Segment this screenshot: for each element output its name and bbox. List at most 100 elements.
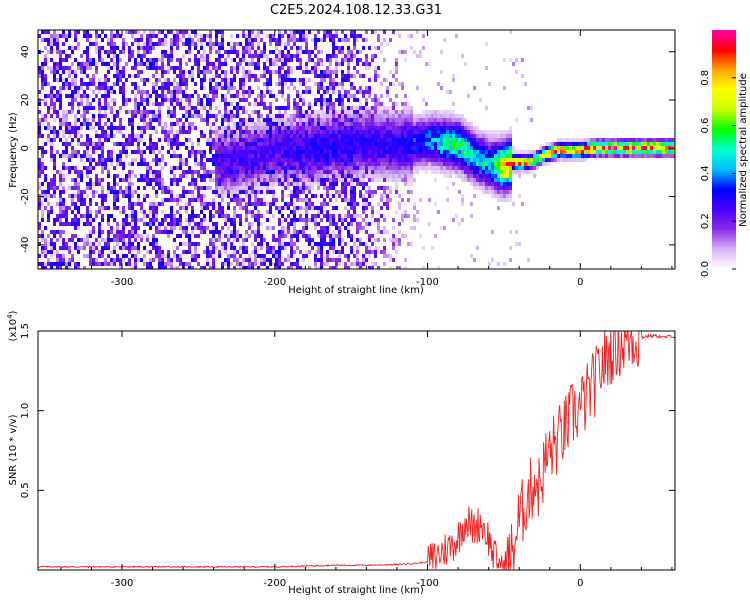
- heatmap-cell: [404, 118, 407, 122]
- heatmap-cell: [209, 250, 212, 254]
- heatmap-cell: [41, 118, 44, 122]
- heatmap-cell: [404, 102, 407, 106]
- heatmap-cell: [191, 226, 194, 230]
- heatmap-cell: [287, 214, 290, 218]
- heatmap-cell: [248, 174, 251, 178]
- heatmap-cell: [203, 166, 206, 170]
- heatmap-cell: [416, 146, 419, 150]
- heatmap-cell: [311, 38, 314, 42]
- heatmap-cell: [119, 178, 122, 182]
- heatmap-cell: [68, 158, 71, 162]
- heatmap-cell: [155, 238, 158, 242]
- heatmap-cell: [236, 202, 239, 206]
- heatmap-cell: [416, 218, 419, 222]
- heatmap-cell: [341, 182, 344, 186]
- heatmap-cell: [365, 126, 368, 130]
- heatmap-cell: [299, 186, 302, 190]
- heatmap-cell: [242, 162, 245, 166]
- heatmap-cell: [323, 226, 326, 230]
- heatmap-cell: [95, 38, 98, 42]
- heatmap-cell: [122, 134, 125, 138]
- heatmap-cell: [287, 154, 290, 158]
- heatmap-cell: [125, 194, 128, 198]
- heatmap-cell: [239, 262, 242, 266]
- heatmap-cell: [308, 70, 311, 74]
- heatmap-cell: [326, 126, 329, 130]
- heatmap-cell: [146, 178, 149, 182]
- heatmap-cell: [230, 218, 233, 222]
- heatmap-cell: [398, 194, 401, 198]
- heatmap-cell: [86, 38, 89, 42]
- heatmap-cell: [329, 134, 332, 138]
- heatmap-cell: [215, 158, 218, 162]
- heatmap-cell: [452, 134, 455, 138]
- heatmap-cell: [470, 170, 473, 174]
- heatmap-cell: [146, 170, 149, 174]
- heatmap-cell: [335, 182, 338, 186]
- heatmap-cell: [218, 206, 221, 210]
- heatmap-cell: [230, 46, 233, 50]
- heatmap-cell: [407, 178, 410, 182]
- heatmap-cell: [62, 110, 65, 114]
- heatmap-cell: [287, 142, 290, 146]
- heatmap-cell: [140, 158, 143, 162]
- heatmap-cell: [98, 110, 101, 114]
- heatmap-cell: [137, 246, 140, 250]
- heatmap-cell: [107, 254, 110, 258]
- heatmap-cell: [269, 126, 272, 130]
- heatmap-cell: [347, 178, 350, 182]
- heatmap-cell: [416, 158, 419, 162]
- heatmap-cell: [245, 218, 248, 222]
- heatmap-cell: [470, 174, 473, 178]
- heatmap-cell: [191, 146, 194, 150]
- heatmap-cell: [140, 218, 143, 222]
- heatmap-cell: [407, 190, 410, 194]
- heatmap-cell: [332, 258, 335, 262]
- heatmap-cell: [281, 86, 284, 90]
- heatmap-cell: [170, 258, 173, 262]
- heatmap-cell: [227, 118, 230, 122]
- heatmap-cell: [221, 42, 224, 46]
- heatmap-cell: [140, 78, 143, 82]
- heatmap-cell: [449, 150, 452, 154]
- heatmap-cell: [263, 102, 266, 106]
- heatmap-cell: [341, 170, 344, 174]
- heatmap-cell: [152, 210, 155, 214]
- heatmap-cell: [284, 246, 287, 250]
- heatmap-cell: [389, 178, 392, 182]
- heatmap-cell: [443, 114, 446, 118]
- heatmap-cell: [218, 162, 221, 166]
- heatmap-cell: [107, 102, 110, 106]
- heatmap-cell: [71, 194, 74, 198]
- heatmap-cell: [128, 262, 131, 266]
- heatmap-cell: [482, 190, 485, 194]
- heatmap-cell: [296, 218, 299, 222]
- heatmap-cell: [347, 198, 350, 202]
- heatmap-cell: [104, 194, 107, 198]
- heatmap-cell: [359, 138, 362, 142]
- heatmap-cell: [212, 146, 215, 150]
- heatmap-cell: [368, 162, 371, 166]
- heatmap-cell: [281, 122, 284, 126]
- heatmap-cell: [179, 126, 182, 130]
- heatmap-cell: [50, 186, 53, 190]
- heatmap-cell: [128, 206, 131, 210]
- heatmap-cell: [203, 38, 206, 42]
- heatmap-cell: [281, 198, 284, 202]
- heatmap-cell: [101, 254, 104, 258]
- heatmap-cell: [200, 174, 203, 178]
- heatmap-cell: [89, 42, 92, 46]
- heatmap-cell: [101, 126, 104, 130]
- heatmap-cell: [482, 134, 485, 138]
- heatmap-cell: [254, 66, 257, 70]
- heatmap-cell: [77, 182, 80, 186]
- heatmap-cell: [182, 42, 185, 46]
- heatmap-cell: [377, 126, 380, 130]
- heatmap-cell: [86, 118, 89, 122]
- heatmap-cell: [455, 122, 458, 126]
- heatmap-cell: [158, 202, 161, 206]
- heatmap-cell: [302, 206, 305, 210]
- heatmap-cell: [338, 102, 341, 106]
- heatmap-cell: [116, 198, 119, 202]
- heatmap-cell: [227, 238, 230, 242]
